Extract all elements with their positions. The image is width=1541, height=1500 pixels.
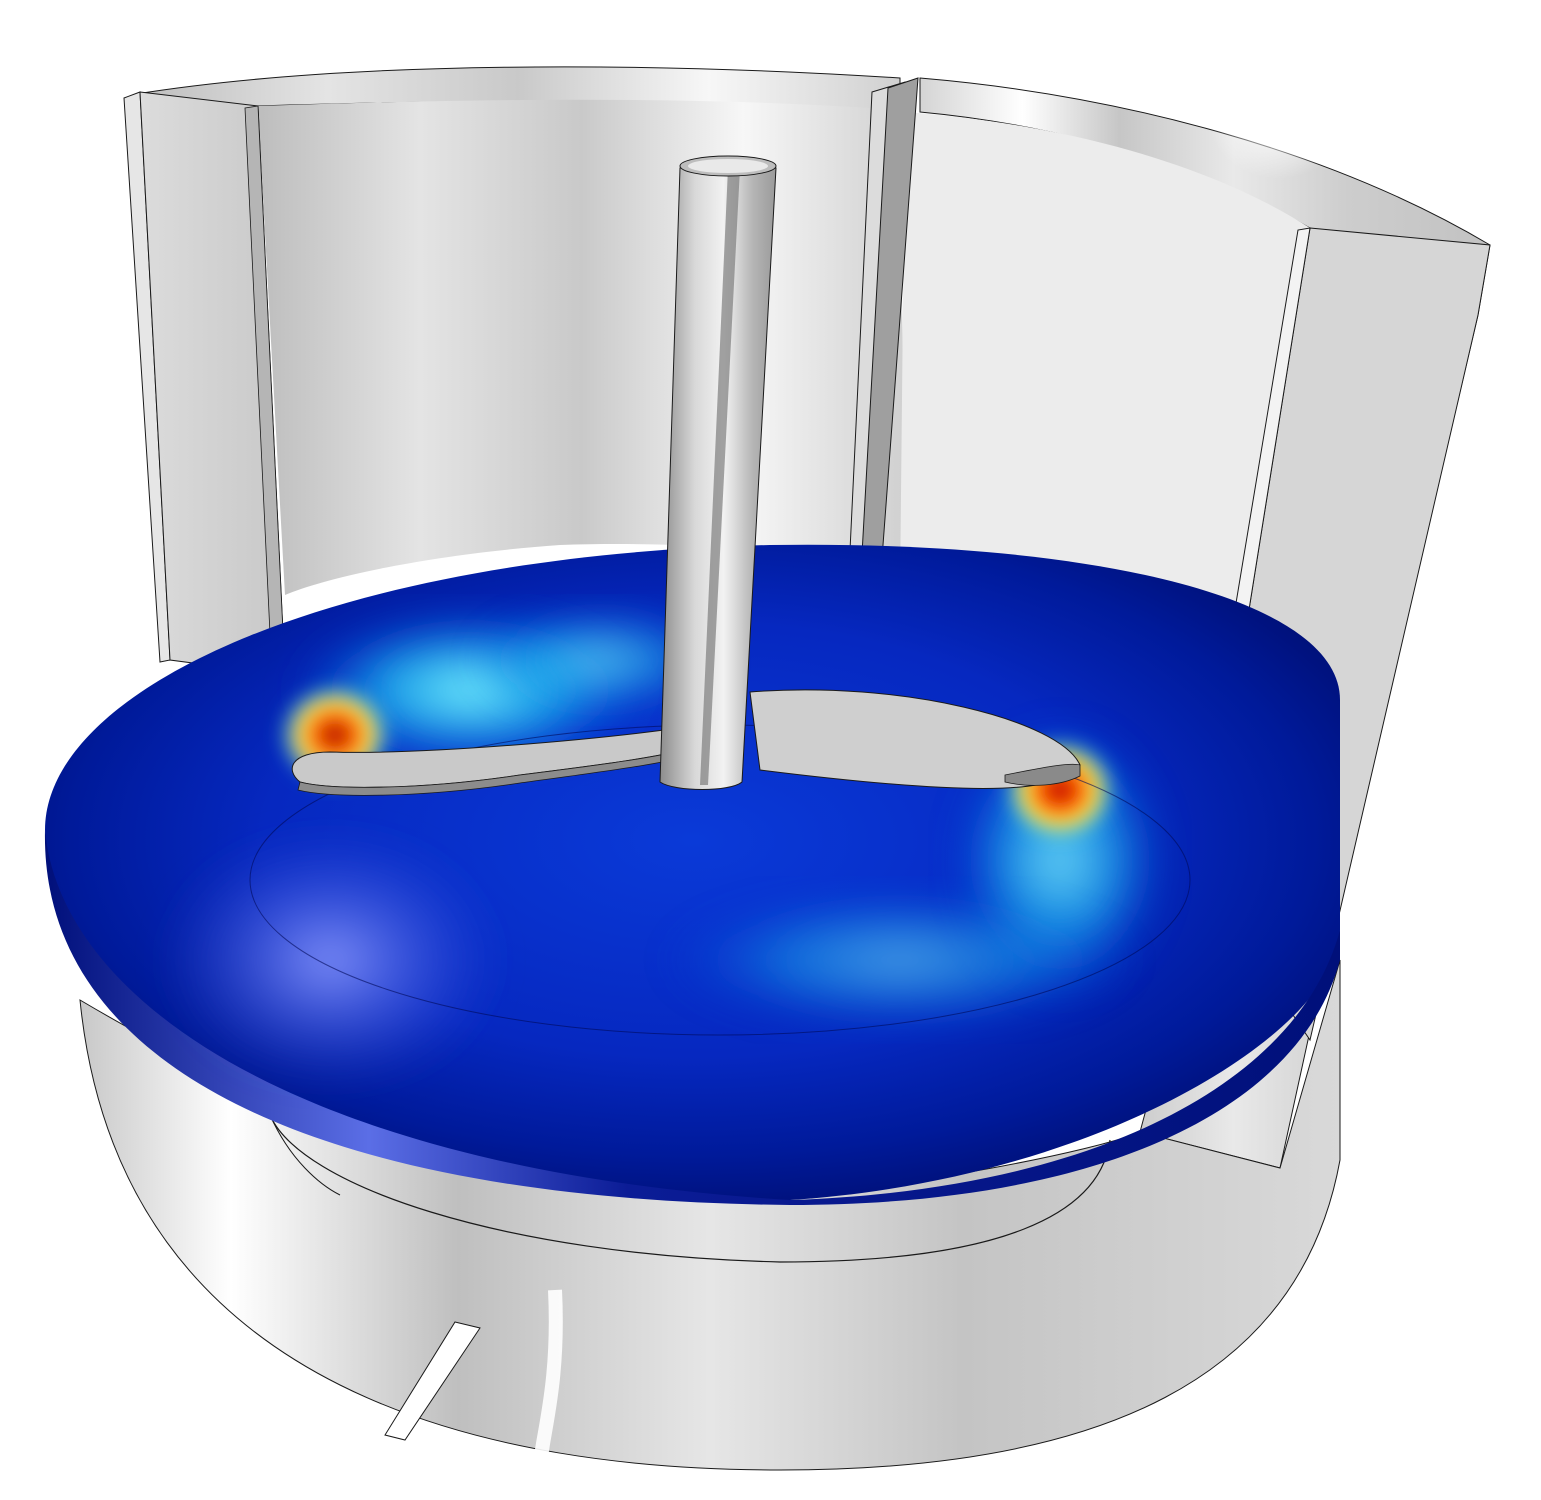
left-baffle — [123, 91, 286, 677]
impeller-shaft — [659, 155, 777, 790]
impeller-blades — [291, 689, 1081, 796]
tank-bottom-section — [79, 959, 1341, 1471]
velocity-field-slice — [44, 544, 1340, 1205]
